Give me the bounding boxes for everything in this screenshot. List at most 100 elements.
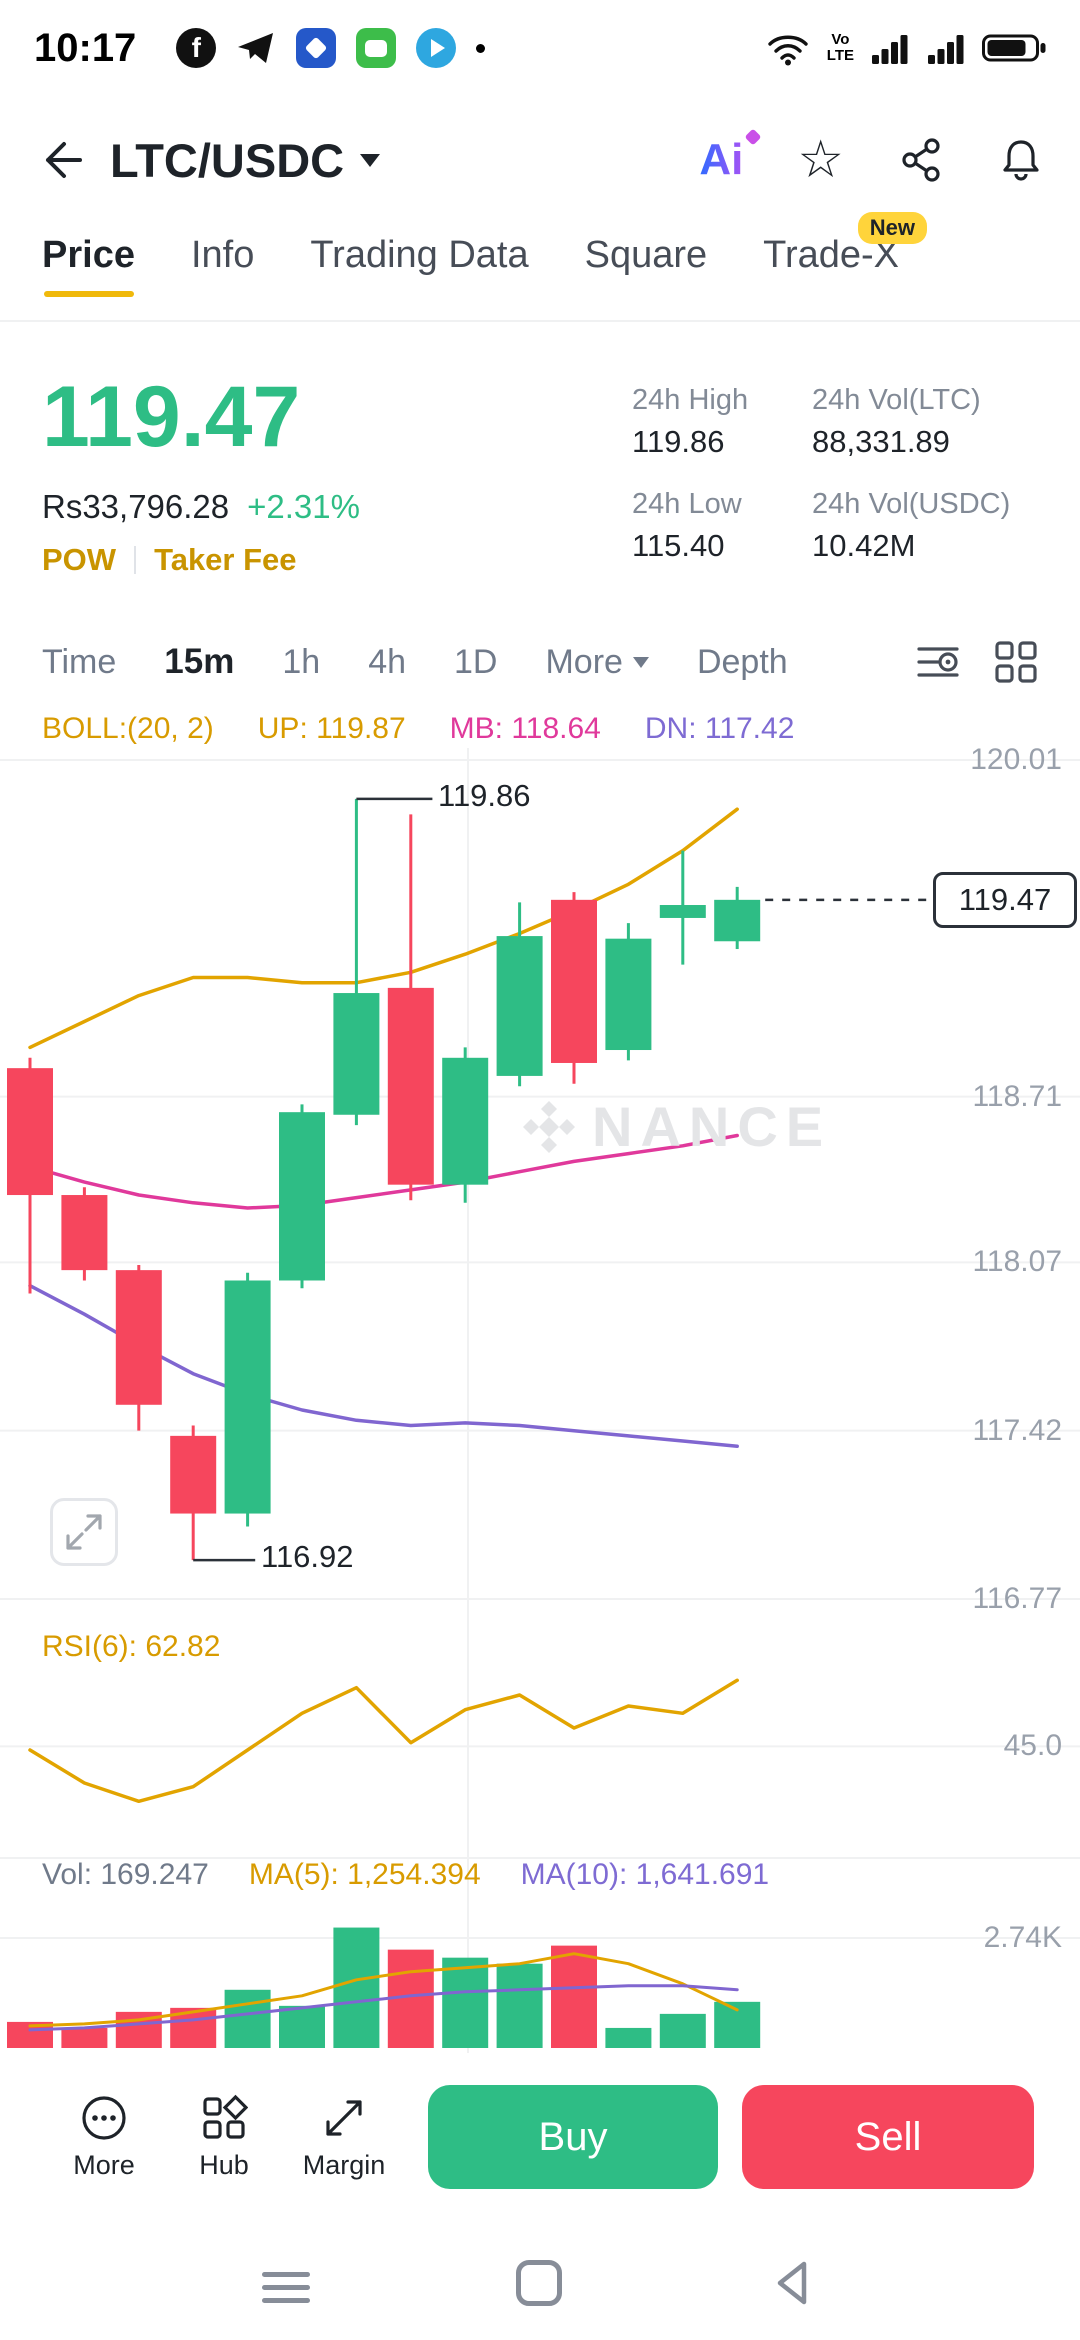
hub-button[interactable]: Hub [164, 2094, 284, 2181]
y-axis-label: 117.42 [972, 1414, 1062, 1447]
pair-title[interactable]: LTC/USDC [110, 133, 345, 187]
status-bar: 10:17 f Vo LTE [0, 0, 1080, 96]
indicator-settings-icon[interactable] [916, 640, 960, 684]
stats-column-1: 24h High 119.86 24h Low 115.40 [632, 380, 812, 588]
hub-icon [203, 2094, 248, 2139]
divider [0, 320, 1080, 322]
rsi-indicator-row: RSI(6): 62.82 [42, 1630, 220, 1664]
tab-trading-data[interactable]: Trading Data [310, 234, 528, 297]
boll-indicator-row: BOLL:(20, 2) UP: 119.87 MB: 118.64 DN: 1… [42, 712, 794, 746]
favorite-star-icon[interactable]: ☆ [797, 131, 844, 189]
stat-label: 24h Vol(LTC) [812, 384, 981, 416]
notification-icons: f [176, 28, 486, 68]
sell-button[interactable]: Sell [742, 2085, 1034, 2189]
pair-dropdown-caret-icon[interactable] [360, 153, 381, 167]
share-icon[interactable] [898, 137, 944, 183]
signal-strength-icon-1 [872, 35, 908, 64]
header: LTC/USDC Ai ☆ [0, 104, 1080, 216]
fullscreen-expand-button[interactable] [50, 1498, 118, 1566]
vol-axis-label: 2.74K [983, 1921, 1062, 1954]
high-price-annotation: 119.86 [438, 778, 531, 813]
volume-indicator-row: Vol: 169.247 MA(5): 1,254.394 MA(10): 1,… [42, 1858, 769, 1892]
change-percent: +2.31% [247, 488, 360, 525]
stat-value: 88,331.89 [812, 424, 950, 459]
fiat-price: Rs33,796.28 [42, 488, 230, 525]
hub-label: Hub [199, 2149, 249, 2180]
more-ellipsis-icon [82, 2095, 126, 2140]
last-price: 119.47 [42, 369, 301, 465]
boll-mb-label: MB: 118.64 [449, 712, 601, 745]
interval-1h[interactable]: 1h [282, 642, 321, 681]
interval-15m[interactable]: 15m [164, 642, 235, 681]
market-tabs: Price Info Trading Data Square Trade-X N… [0, 212, 1080, 297]
active-tab-underline [44, 291, 134, 297]
y-axis-label: 118.07 [972, 1245, 1062, 1278]
divider [134, 546, 137, 574]
stats-column-2: 24h Vol(LTC) 88,331.89 24h Vol(USDC) 10.… [812, 380, 1010, 588]
sparkle-icon [744, 128, 762, 146]
stat-label: 24h Low [632, 488, 742, 520]
notification-app-icon-2 [416, 28, 457, 68]
interval-more[interactable]: More [545, 642, 649, 682]
notification-dot [476, 43, 486, 53]
notifications-bell-icon[interactable] [998, 137, 1044, 183]
notification-app-icon [296, 28, 337, 68]
stat-value: 10.42M [812, 528, 916, 563]
tab-trading-data-label: Trading Data [310, 234, 529, 276]
depth-toggle[interactable]: Depth [696, 642, 788, 681]
layout-grid-icon[interactable] [994, 640, 1038, 684]
interval-time[interactable]: Time [42, 642, 117, 681]
candlestick-chart[interactable] [0, 748, 1080, 2058]
tab-square[interactable]: Square [585, 234, 708, 297]
tab-price-label: Price [42, 234, 135, 276]
stat-value: 119.86 [632, 424, 725, 459]
volte-icon: Vo LTE [826, 31, 854, 64]
buy-button[interactable]: Buy [428, 2085, 718, 2189]
ai-assistant-icon[interactable]: Ai [699, 128, 762, 185]
last-price-tag: 119.47 [933, 872, 1077, 928]
nav-home-icon[interactable] [516, 2260, 562, 2306]
y-axis-label: 116.77 [972, 1582, 1062, 1615]
messages-icon [356, 28, 397, 68]
status-time: 10:17 [34, 25, 137, 70]
fiat-price-row: Rs33,796.28 +2.31% [42, 488, 360, 526]
binance-logo-icon [523, 1100, 575, 1153]
interval-more-label: More [545, 642, 623, 681]
stat-label: 24h Vol(USDC) [812, 488, 1011, 520]
bottom-action-bar: More Hub Margin Buy Sell [0, 2062, 1080, 2212]
more-button[interactable]: More [44, 2094, 164, 2181]
nav-menu-icon[interactable] [262, 2264, 310, 2311]
chart-toolbar-icons [916, 640, 1038, 684]
boll-label: BOLL:(20, 2) [42, 712, 214, 745]
rsi-axis-label: 45.0 [1003, 1729, 1062, 1762]
tab-trade-x[interactable]: Trade-X New [763, 212, 928, 297]
interval-1d[interactable]: 1D [454, 642, 498, 681]
margin-label: Margin [302, 2149, 386, 2180]
tab-info[interactable]: Info [191, 234, 254, 297]
chevron-down-icon [632, 656, 649, 668]
nav-back-icon[interactable] [770, 2258, 818, 2308]
stat-label: 24h High [632, 384, 749, 416]
header-actions: Ai ☆ [699, 128, 1044, 189]
back-icon[interactable] [36, 136, 84, 184]
boll-dn-label: DN: 117.42 [644, 712, 795, 745]
taker-fee-tag[interactable]: Taker Fee [154, 542, 297, 577]
interval-4h[interactable]: 4h [368, 642, 407, 681]
boll-up-label: UP: 119.87 [257, 712, 406, 745]
battery-icon [982, 34, 1046, 62]
status-indicators: Vo LTE [765, 30, 1046, 66]
stat-value: 115.40 [632, 528, 725, 563]
telegram-icon [238, 33, 274, 63]
ma10-label: MA(10): 1,641.691 [520, 1858, 770, 1891]
token-tags-row: POW Taker Fee [42, 542, 297, 578]
pow-tag[interactable]: POW [42, 542, 117, 577]
binance-watermark: NANCE [520, 1094, 831, 1159]
tab-price[interactable]: Price [42, 234, 135, 297]
y-axis-label: 120.01 [970, 743, 1062, 776]
ticker-stats: 24h High 119.86 24h Low 115.40 24h Vol(L… [632, 380, 1010, 588]
margin-button[interactable]: Margin [284, 2094, 404, 2181]
vol-label: Vol: 169.247 [42, 1858, 209, 1891]
system-navigation-bar [0, 2230, 1080, 2340]
facebook-icon: f [176, 28, 217, 68]
